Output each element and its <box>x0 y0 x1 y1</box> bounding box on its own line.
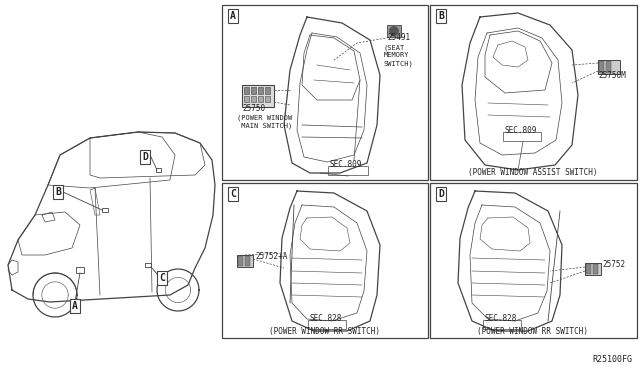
Text: MEMORY: MEMORY <box>384 52 410 58</box>
Text: B: B <box>55 187 61 197</box>
Text: 25752+A: 25752+A <box>255 252 287 261</box>
Text: 25750M: 25750M <box>598 71 626 80</box>
Bar <box>156 168 161 172</box>
Text: A: A <box>230 11 236 21</box>
Bar <box>245 256 250 266</box>
Bar <box>328 166 368 175</box>
Text: 25491: 25491 <box>387 33 410 42</box>
Bar <box>76 267 84 273</box>
Text: A: A <box>72 301 78 311</box>
Bar <box>598 60 620 74</box>
Bar <box>244 96 249 102</box>
Text: SEC.828: SEC.828 <box>485 314 517 323</box>
Text: (POWER WINDOW RR SWITCH): (POWER WINDOW RR SWITCH) <box>477 327 589 336</box>
Bar <box>593 264 598 274</box>
Text: SEC.809: SEC.809 <box>505 126 538 135</box>
Text: C: C <box>230 189 236 199</box>
Bar <box>387 25 401 37</box>
Bar <box>585 263 601 275</box>
Text: D: D <box>142 152 148 162</box>
Bar <box>242 85 274 107</box>
Bar <box>102 208 108 212</box>
Bar <box>430 183 637 338</box>
Text: (POWER WINDOW: (POWER WINDOW <box>237 114 292 121</box>
Bar <box>251 87 256 94</box>
Bar <box>145 263 151 267</box>
Text: D: D <box>438 189 444 199</box>
Bar <box>258 87 263 94</box>
Bar <box>238 256 243 266</box>
Circle shape <box>390 27 398 35</box>
Bar <box>430 5 637 180</box>
Bar <box>308 320 346 329</box>
Bar <box>265 87 270 94</box>
Text: MAIN SWITCH): MAIN SWITCH) <box>237 122 292 128</box>
Text: C: C <box>159 273 165 283</box>
Text: B: B <box>438 11 444 21</box>
Text: (POWER WINDOW ASSIST SWITCH): (POWER WINDOW ASSIST SWITCH) <box>468 168 598 177</box>
Bar <box>251 96 256 102</box>
Bar <box>244 87 249 94</box>
Bar <box>265 96 270 102</box>
Bar <box>237 255 253 267</box>
Bar <box>503 132 541 141</box>
Text: SEC.809: SEC.809 <box>330 160 362 169</box>
Text: R25100FG: R25100FG <box>592 355 632 364</box>
Text: (SEAT: (SEAT <box>384 44 405 51</box>
Bar <box>222 183 428 338</box>
Bar <box>258 96 263 102</box>
Bar <box>222 5 428 180</box>
Text: 25752: 25752 <box>602 260 625 269</box>
Text: (POWER WINDOW RR SWITCH): (POWER WINDOW RR SWITCH) <box>269 327 381 336</box>
Text: 25750: 25750 <box>242 104 265 113</box>
Bar <box>483 320 521 329</box>
Text: SEC.828: SEC.828 <box>310 314 342 323</box>
Text: SWITCH): SWITCH) <box>384 60 413 67</box>
Bar <box>606 61 611 73</box>
Bar <box>586 264 591 274</box>
Bar <box>599 61 604 73</box>
